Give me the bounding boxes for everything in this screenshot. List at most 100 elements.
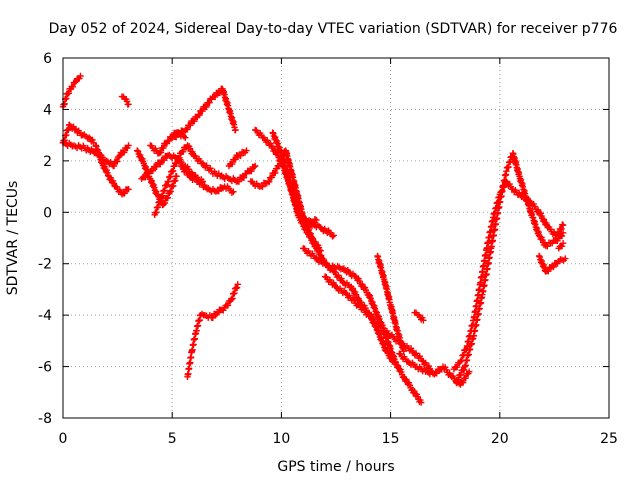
data-point [562, 255, 569, 262]
y-tick-label: -4 [38, 308, 52, 324]
data-point-interp [110, 162, 118, 170]
data-point-interp [160, 157, 168, 164]
y-axis-ticks: -8 -6 -4 -2 0 2 4 6 [38, 51, 609, 427]
data-point-interp [209, 314, 217, 322]
data-point [549, 263, 556, 270]
x-tick-label: 5 [168, 431, 177, 447]
data-point-interp [203, 103, 210, 111]
data-point [559, 239, 567, 247]
data-point-interp [462, 374, 469, 382]
data-point [77, 72, 84, 80]
data-point [313, 255, 320, 262]
data-point-interp [172, 134, 180, 141]
data-point-interp [120, 149, 128, 156]
y-tick-label: 0 [43, 205, 52, 221]
data-point [251, 162, 259, 170]
data-point-interp [179, 148, 187, 155]
data-point [125, 185, 132, 193]
data-point [125, 142, 132, 149]
data-point-interp [173, 159, 180, 167]
data-point-interp [121, 190, 128, 197]
data-point-interp [329, 233, 336, 240]
data-point-interp [558, 225, 565, 233]
data-point-interp [71, 79, 79, 86]
data-point-interp [199, 107, 206, 115]
data-point [313, 216, 320, 224]
data-point-interp [196, 111, 203, 119]
data-point [173, 173, 180, 180]
x-tick-label: 15 [382, 431, 400, 447]
data-point [317, 224, 324, 231]
data-point-interp [71, 125, 78, 133]
data-point-interp [375, 321, 382, 328]
data-point-interp [157, 149, 165, 156]
data-point-interp [545, 267, 552, 275]
data-point-interp [215, 188, 222, 195]
data-point-interp [229, 160, 236, 168]
data-point-interp [272, 169, 279, 177]
data-point [125, 101, 132, 108]
data-point [365, 311, 372, 319]
y-tick-label: 2 [43, 154, 52, 170]
data-point-interp [237, 152, 244, 159]
data-point [559, 229, 567, 237]
data-point-interp [312, 241, 319, 249]
data-point [420, 317, 427, 324]
data-point [243, 147, 250, 154]
data-point-interp [224, 302, 232, 309]
y-axis-label: SDTVAR / TECUs [5, 181, 21, 296]
data-point-interp [176, 131, 184, 138]
data-point-interp [89, 136, 96, 143]
data-point-interp [454, 363, 461, 371]
data-point-interp [65, 90, 73, 97]
data-point-interp [206, 99, 213, 106]
y-tick-label: -8 [38, 411, 52, 427]
x-tick-label: 20 [491, 431, 509, 447]
y-tick-label: 6 [43, 51, 52, 67]
x-axis-ticks: 0 5 10 15 20 25 [59, 58, 618, 447]
data-point-interp [185, 170, 192, 177]
data-point-interp [240, 174, 248, 181]
data-point-interp [142, 174, 149, 181]
data-point-interp [558, 243, 566, 250]
data-point [466, 368, 473, 375]
data-point-interp [165, 137, 173, 145]
data-point-interp [207, 165, 214, 172]
data-point-interp [191, 117, 198, 125]
data-point-interp [211, 93, 219, 101]
data-point [134, 147, 141, 154]
data-point-interp [161, 199, 169, 207]
x-tick-label: 25 [600, 431, 618, 447]
data-point-interp [114, 158, 121, 165]
chart-title: Day 052 of 2024, Sidereal Day-to-day VTE… [49, 21, 618, 37]
data-point-interp [248, 167, 255, 175]
y-tick-label: -2 [38, 257, 52, 273]
data-point-interp [232, 156, 239, 163]
data-point [391, 358, 399, 365]
y-tick-label: -6 [38, 360, 52, 376]
data-point [230, 188, 237, 195]
data-point-interp [157, 160, 164, 168]
data-point-interp [184, 126, 191, 133]
data-point [86, 134, 93, 141]
data-point-interp [433, 370, 440, 377]
data-points [59, 72, 569, 406]
data-point-interp [460, 366, 468, 373]
data-point-interp [544, 243, 551, 250]
data-point [182, 134, 189, 141]
data-point-interp [324, 264, 332, 271]
data-point [417, 399, 425, 406]
data-point-interp [250, 163, 258, 171]
x-axis-label: GPS time / hours [277, 459, 394, 475]
data-point [234, 281, 241, 288]
data-point-interp [259, 183, 266, 190]
data-point-interp [69, 83, 77, 90]
data-point-interp [338, 275, 345, 282]
data-point-interp [457, 371, 465, 378]
data-point-interp [550, 263, 557, 271]
data-point [559, 221, 567, 229]
data-point-interp [268, 174, 275, 181]
data-point [232, 126, 239, 134]
y-tick-label: 4 [43, 102, 52, 118]
